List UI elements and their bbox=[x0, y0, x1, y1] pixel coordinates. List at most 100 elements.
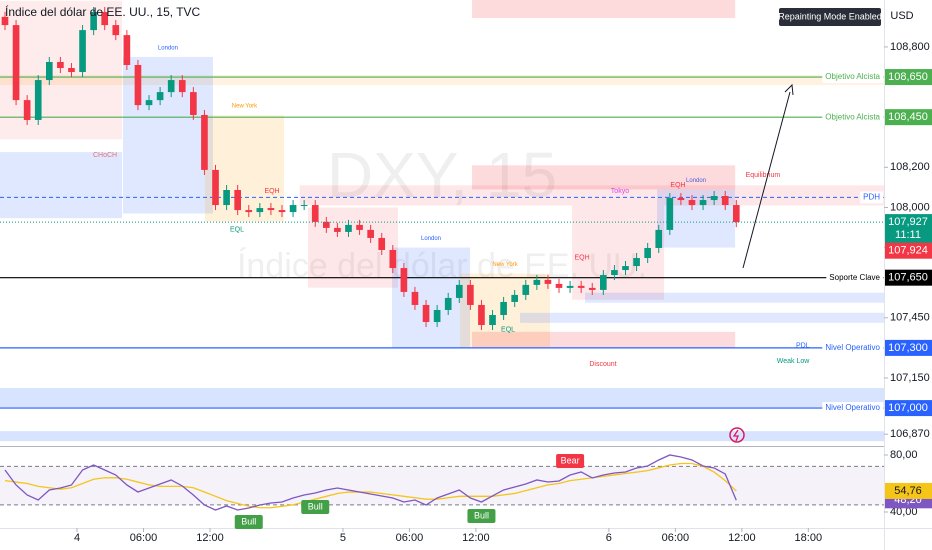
candle-body bbox=[356, 224, 363, 230]
candle-body bbox=[644, 247, 651, 259]
candle-body bbox=[721, 196, 729, 206]
signal-label: Bull bbox=[308, 501, 323, 511]
annotation: EQH bbox=[574, 254, 589, 261]
repainting-badge: Repainting Mode Enabled bbox=[778, 11, 882, 21]
annotation: PDL bbox=[796, 343, 810, 350]
zone bbox=[0, 388, 884, 409]
candle-body bbox=[411, 291, 419, 305]
annotation: Weak Low bbox=[777, 358, 810, 365]
candle-body bbox=[201, 114, 208, 170]
level-badge-label: 107,000 bbox=[888, 402, 928, 414]
candle-body bbox=[90, 12, 97, 31]
y-tick-label: 107,450 bbox=[890, 312, 930, 324]
x-tick-label: 12:00 bbox=[196, 532, 224, 544]
zone bbox=[0, 75, 884, 86]
x-tick-label: 18:00 bbox=[795, 532, 823, 544]
signal-badge bbox=[556, 453, 585, 468]
x-tick-label: 12:00 bbox=[462, 532, 490, 544]
alert-icon[interactable] bbox=[729, 427, 745, 443]
candle-body bbox=[577, 285, 585, 288]
candle-body bbox=[278, 210, 286, 213]
currency[interactable]: USD bbox=[890, 10, 913, 22]
level-badge bbox=[885, 400, 932, 417]
level-badge-label: 108,650 bbox=[888, 71, 928, 83]
alert-bolt bbox=[732, 429, 739, 442]
level-name: Nivel Operativo bbox=[825, 343, 880, 352]
candle-body bbox=[167, 80, 175, 93]
annotation: EQH bbox=[264, 188, 279, 195]
zone-label: London bbox=[686, 178, 706, 184]
countdown: 11:11 bbox=[895, 229, 921, 241]
candle-body bbox=[68, 68, 75, 73]
candle-body bbox=[300, 205, 308, 207]
rsi-line bbox=[4, 454, 737, 511]
candle-body bbox=[699, 200, 707, 206]
candle-body bbox=[533, 279, 541, 285]
candle-body bbox=[1, 16, 9, 26]
rsi-line bbox=[4, 462, 737, 509]
candle-body bbox=[666, 198, 674, 230]
price-badge-label: 107,927 bbox=[888, 216, 928, 228]
candle-body bbox=[190, 92, 197, 115]
arrow-head bbox=[784, 83, 794, 96]
candle-body bbox=[467, 284, 474, 305]
x-tick-label: 6 bbox=[606, 532, 612, 544]
x-tick-label: 12:00 bbox=[728, 532, 756, 544]
zone-label: London bbox=[158, 46, 178, 52]
candle-body bbox=[455, 284, 463, 298]
level-badge-label: 107,300 bbox=[888, 342, 928, 354]
zone bbox=[0, 431, 884, 442]
annotation: EQH bbox=[670, 182, 685, 189]
candle-body bbox=[12, 25, 20, 101]
candle-body bbox=[489, 314, 496, 326]
candle-body bbox=[289, 205, 297, 213]
zone bbox=[299, 185, 884, 206]
signal-badge bbox=[467, 508, 496, 523]
candle-body bbox=[156, 92, 164, 101]
rsi-tick-label: 80,00 bbox=[890, 449, 918, 461]
level-name: PDH bbox=[863, 193, 880, 202]
level-name-bg bbox=[822, 111, 884, 124]
chart-title: Índice del dólar de EE. UU., 15, TVC bbox=[5, 4, 201, 19]
candle-body bbox=[611, 270, 618, 276]
zone-label: London bbox=[421, 236, 441, 242]
y-tick-label: 106,870 bbox=[890, 428, 930, 440]
signal-badge bbox=[301, 499, 330, 514]
y-tick-label: 108,200 bbox=[890, 161, 930, 173]
zone-label: New York bbox=[492, 262, 518, 268]
candle-body bbox=[45, 61, 53, 81]
annotation: CHoCH bbox=[93, 152, 117, 159]
rsi-tick-label: 40,00 bbox=[890, 506, 918, 518]
zone-label: New York bbox=[232, 104, 258, 110]
plot-area: DXY, 15 Índice del dólar de EE. UU. London… bbox=[0, 0, 884, 442]
x-tick-label: 5 bbox=[340, 532, 346, 544]
candle-body bbox=[123, 35, 131, 66]
candle-body bbox=[444, 297, 452, 310]
candle-body bbox=[322, 221, 330, 228]
x-tick-label: 06:00 bbox=[130, 532, 158, 544]
price-badge bbox=[885, 242, 932, 259]
price-badge-label: 107,924 bbox=[888, 245, 928, 257]
watermark: DXY, 15 bbox=[327, 139, 557, 211]
candle-body bbox=[245, 210, 253, 213]
candle-body bbox=[566, 285, 574, 288]
zone bbox=[520, 312, 884, 323]
level-badge bbox=[885, 69, 932, 86]
x-tick-label: 4 bbox=[74, 532, 80, 544]
candle-body bbox=[555, 283, 563, 288]
signal-label: Bear bbox=[561, 455, 580, 465]
candle-body bbox=[522, 284, 530, 295]
zone bbox=[472, 331, 736, 348]
candle-body bbox=[688, 200, 696, 206]
level-badge-label: 108,450 bbox=[888, 111, 928, 123]
candle-body bbox=[588, 287, 596, 290]
candle-body bbox=[544, 279, 552, 284]
signal-badge bbox=[234, 514, 263, 529]
candle-body bbox=[23, 100, 31, 120]
candle-body bbox=[256, 208, 264, 213]
badge-bg bbox=[779, 8, 881, 26]
rsi-value-label: 54,76 bbox=[894, 485, 922, 497]
candle-body bbox=[345, 224, 352, 232]
annotation: EQL bbox=[501, 327, 515, 334]
